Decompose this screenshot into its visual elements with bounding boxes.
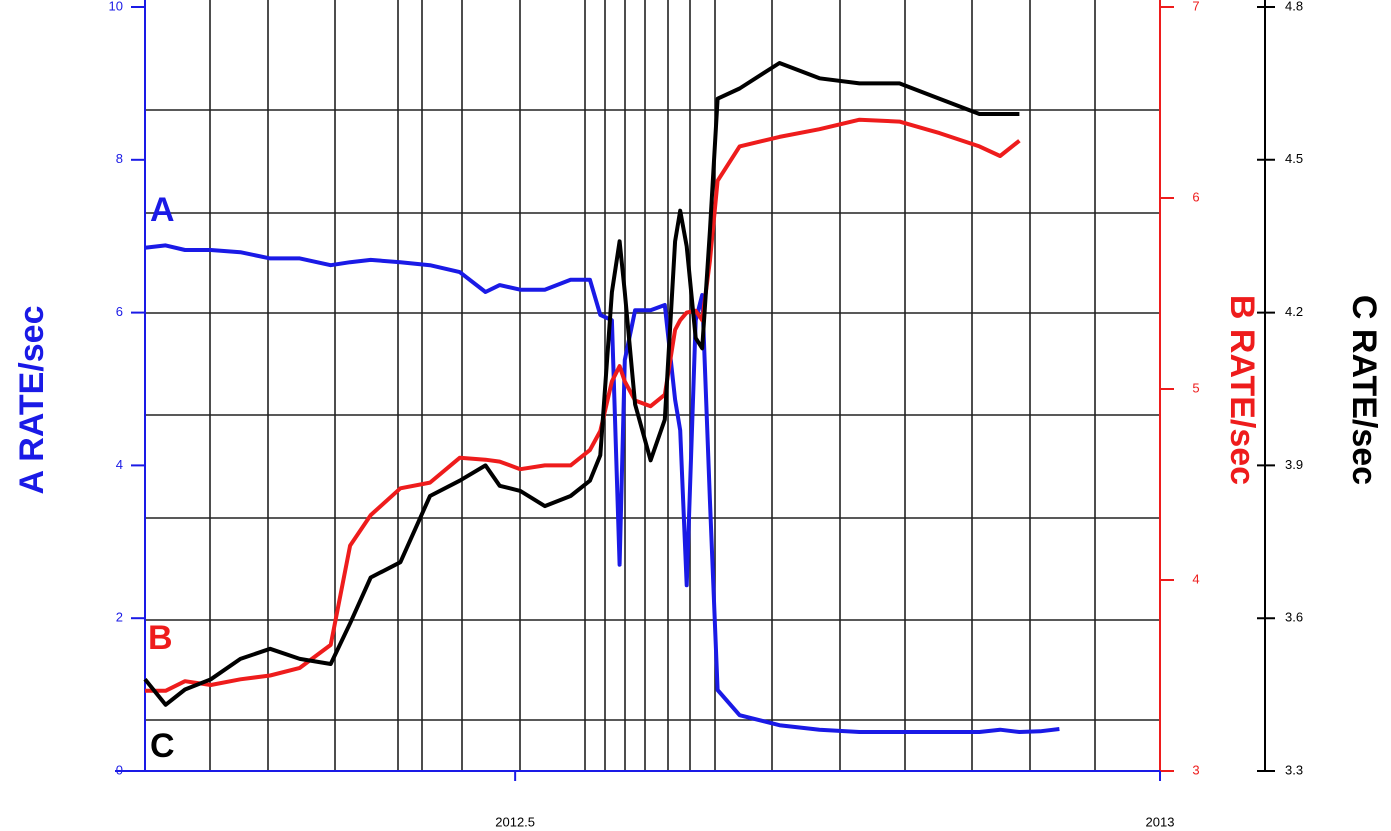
y3-axis-title: C RATE/sec (1345, 295, 1383, 485)
series-name: B (148, 619, 173, 657)
y-tick-label: 6 (116, 304, 123, 319)
y3-tick-label: 4.5 (1285, 151, 1303, 166)
y2-tick-label: 3 (1192, 762, 1199, 777)
y3-tick-label: 4.8 (1285, 0, 1303, 13)
y-tick-label: 4 (116, 457, 123, 472)
y3-tick-label: 3.6 (1285, 610, 1303, 625)
series-name: C (150, 727, 175, 765)
series-line (144, 243, 1060, 734)
y2-tick-label: 4 (1192, 571, 1199, 586)
y-tick-label: 2 (116, 610, 123, 625)
y-tick-label: 0 (116, 762, 123, 777)
series-line (143, 61, 1020, 707)
y2-axis-title: B RATE/sec (1223, 295, 1261, 485)
y2-tick-label: 7 (1192, 0, 1199, 13)
series-line (145, 117, 1021, 693)
x-tick-label: 2013 (1146, 814, 1175, 829)
y-tick-label: 10 (109, 0, 123, 13)
x-tick-label: 2012.5 (495, 814, 535, 829)
y-axis-title: A RATE/sec (13, 306, 51, 495)
y3-tick-label: 3.3 (1285, 762, 1303, 777)
y3-tick-label: 4.2 (1285, 304, 1303, 319)
series-name: A (150, 191, 175, 229)
y2-tick-label: 5 (1192, 380, 1199, 395)
y-tick-label: 8 (116, 151, 123, 166)
y2-tick-label: 6 (1192, 189, 1199, 204)
y3-tick-label: 3.9 (1285, 457, 1303, 472)
